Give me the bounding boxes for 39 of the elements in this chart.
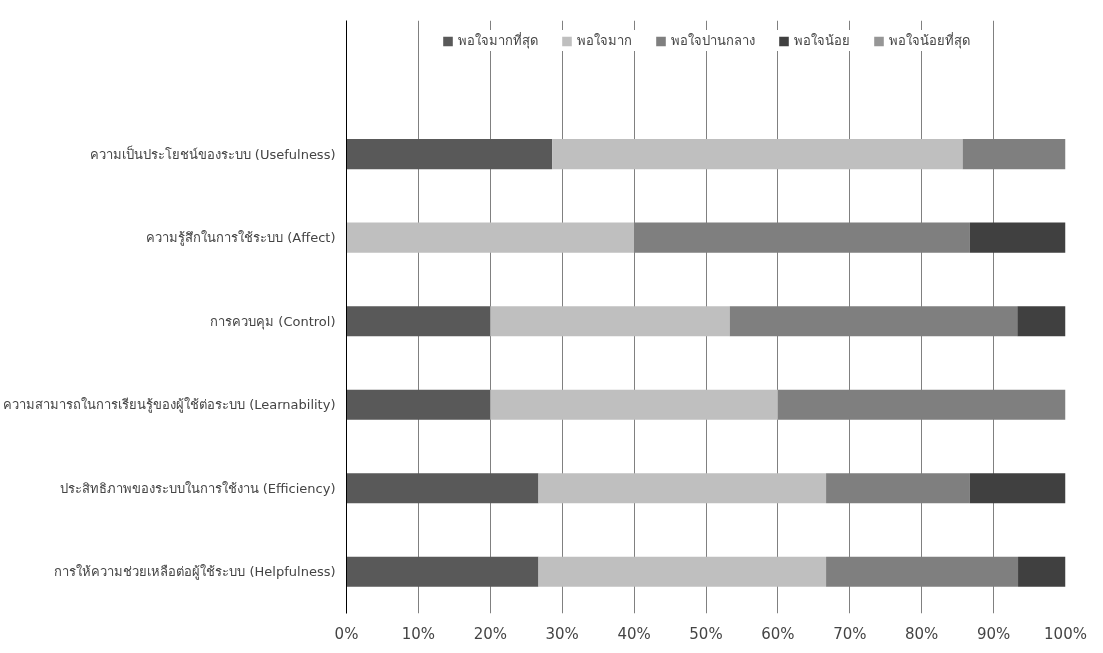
bar <box>346 222 635 253</box>
x-tick-label: 80% <box>905 624 939 643</box>
bar <box>826 473 970 504</box>
y-tick-label: การควบคุม (Control) <box>210 313 336 330</box>
x-tick-label: 20% <box>473 624 507 643</box>
bar <box>1018 556 1066 587</box>
bar <box>538 556 827 587</box>
y-tick-label: การให้ความช่วยเหลือต่อผู้ใช้ระบบ (Helpfulness) <box>54 564 336 581</box>
x-tick-label: 10% <box>401 624 436 643</box>
bar <box>1017 306 1066 337</box>
legend-label: พอใจมาก <box>577 32 632 50</box>
bar <box>346 556 539 587</box>
x-tick-label: 100% <box>1044 624 1087 643</box>
bar <box>634 222 970 253</box>
bar <box>552 139 963 170</box>
bar <box>490 306 730 337</box>
x-tick-label: 70% <box>833 624 867 643</box>
legend-label: พอใจน้อย <box>794 32 850 50</box>
y-tick-label: ประสิทธิภาพของระบบในการใช้งาน (Efficiency) <box>59 480 336 496</box>
bar <box>969 222 1066 253</box>
x-tick-label: 50% <box>689 624 723 643</box>
legend-label: พอใจมากที่สุด <box>458 31 538 51</box>
x-tick-label: 40% <box>617 624 651 643</box>
y-tick-label: ความเป็นประโยชน์ของระบบ (Usefulness) <box>89 144 336 162</box>
y-tick-label: ความสามารถในการเรียนรู้ของผู้ใช้ต่อระบบ (Learnability) <box>3 397 336 414</box>
x-tick-label: 0% <box>334 624 359 643</box>
y-tick-label: ความรู้สึกในการใช้ระบบ (Affect) <box>146 230 336 247</box>
x-tick-label: 30% <box>545 624 579 643</box>
bar <box>490 389 778 420</box>
bar <box>538 473 827 504</box>
legend-label: พอใจน้อยที่สุด <box>889 31 970 51</box>
legend-label: พอใจปานกลาง <box>671 32 755 50</box>
bar <box>346 389 491 420</box>
x-tick-label: 60% <box>761 624 795 643</box>
bar <box>346 139 553 170</box>
bar <box>346 473 539 504</box>
x-tick-label: 90% <box>976 624 1011 643</box>
bar <box>346 306 491 337</box>
bar <box>969 473 1066 504</box>
